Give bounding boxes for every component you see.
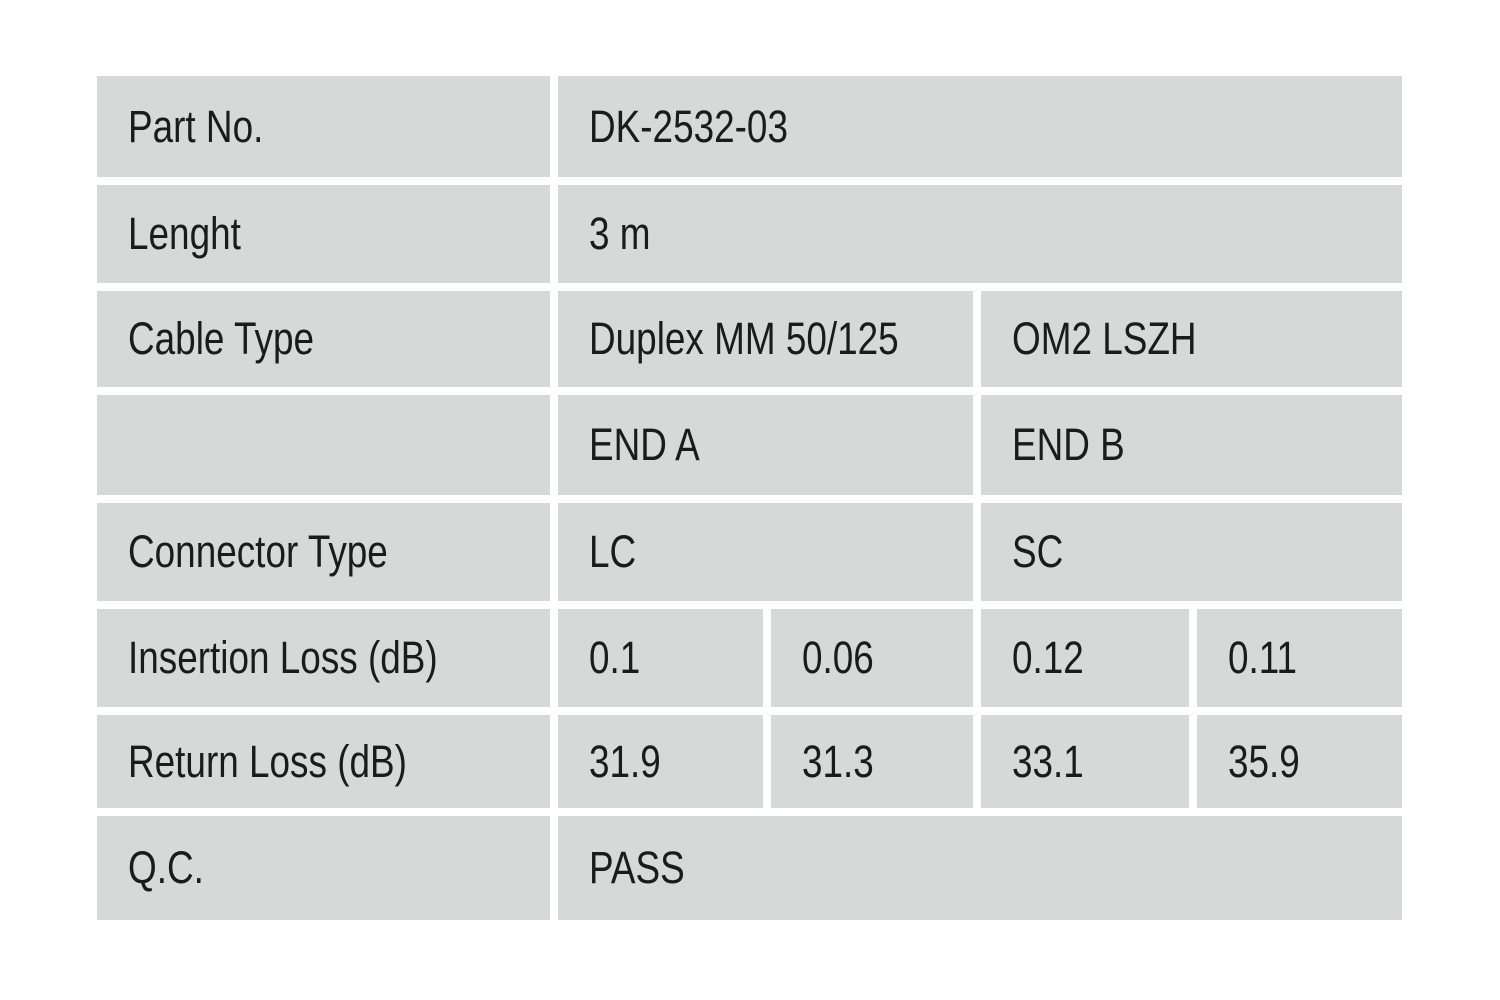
end-a-header-cell: END A xyxy=(558,395,973,495)
cable-type-value-2: OM2 LSZH xyxy=(1012,313,1197,364)
return-loss-end-a-2-cell: 31.3 xyxy=(771,715,973,808)
spec-table: Part No. DK-2532-03 Lenght 3 m Cable Typ… xyxy=(97,76,1402,920)
insertion-loss-end-a-1: 0.1 xyxy=(589,632,641,683)
return-loss-end-b-2: 35.9 xyxy=(1228,735,1300,787)
end-b-header-cell: END B xyxy=(981,395,1402,495)
row-part-no-label: Part No. xyxy=(128,100,264,152)
row-part-no-value-cell: DK-2532-03 xyxy=(558,76,1402,177)
end-b-header: END B xyxy=(1012,419,1125,470)
row-length-label-cell: Lenght xyxy=(97,185,550,283)
row-connector-type-label-cell: Connector Type xyxy=(97,503,550,601)
row-insertion-loss-label: Insertion Loss (dB) xyxy=(128,632,438,683)
row-insertion-loss-label-cell: Insertion Loss (dB) xyxy=(97,609,550,707)
row-cable-type-label-cell: Cable Type xyxy=(97,291,550,387)
row-connector-type-label: Connector Type xyxy=(128,526,388,577)
connector-type-end-b-cell: SC xyxy=(981,503,1402,601)
insertion-loss-end-b-1-cell: 0.12 xyxy=(981,609,1189,707)
insertion-loss-end-a-2: 0.06 xyxy=(802,632,874,683)
row-return-loss-label: Return Loss (dB) xyxy=(128,735,407,787)
insertion-loss-end-b-1: 0.12 xyxy=(1012,632,1084,683)
return-loss-end-b-1: 33.1 xyxy=(1012,735,1084,787)
return-loss-end-a-2: 31.3 xyxy=(802,735,874,787)
row-qc-label: Q.C. xyxy=(128,842,204,893)
connector-type-end-a: LC xyxy=(589,526,637,577)
cable-type-value-cell-1: Duplex MM 50/125 xyxy=(558,291,973,387)
row-cable-type-label: Cable Type xyxy=(128,313,314,364)
qc-result-value: PASS xyxy=(589,842,685,893)
row-part-no-label-cell: Part No. xyxy=(97,76,550,177)
insertion-loss-end-b-2: 0.11 xyxy=(1228,632,1298,683)
cable-type-value-cell-2: OM2 LSZH xyxy=(981,291,1402,387)
row-qc-label-cell: Q.C. xyxy=(97,816,550,920)
connector-type-end-a-cell: LC xyxy=(558,503,973,601)
row-return-loss-label-cell: Return Loss (dB) xyxy=(97,715,550,808)
connector-type-end-b: SC xyxy=(1012,526,1064,577)
return-loss-end-b-1-cell: 33.1 xyxy=(981,715,1189,808)
cable-type-value-1: Duplex MM 50/125 xyxy=(589,313,899,364)
row-ends-empty-label-cell xyxy=(97,395,550,495)
part-no-value: DK-2532-03 xyxy=(589,100,788,152)
end-a-header: END A xyxy=(589,419,700,470)
return-loss-end-a-1-cell: 31.9 xyxy=(558,715,763,808)
row-length-label: Lenght xyxy=(128,208,241,259)
insertion-loss-end-a-1-cell: 0.1 xyxy=(558,609,763,707)
row-length-value-cell: 3 m xyxy=(558,185,1402,283)
insertion-loss-end-b-2-cell: 0.11 xyxy=(1197,609,1402,707)
return-loss-end-b-2-cell: 35.9 xyxy=(1197,715,1402,808)
length-value: 3 m xyxy=(589,208,651,259)
return-loss-end-a-1: 31.9 xyxy=(589,735,661,787)
insertion-loss-end-a-2-cell: 0.06 xyxy=(771,609,973,707)
qc-result-cell: PASS xyxy=(558,816,1402,920)
